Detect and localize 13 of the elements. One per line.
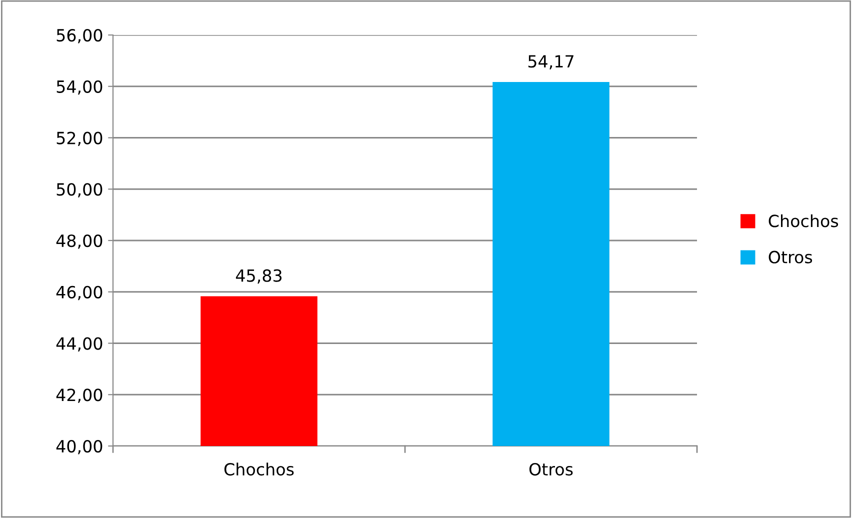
y-tick-label: 42,00 <box>56 388 102 403</box>
y-tick-label: 54,00 <box>56 80 102 95</box>
y-tick-label: 46,00 <box>56 286 102 300</box>
y-tick-label: 56,00 <box>56 28 102 44</box>
y-tick-label: 50,00 <box>56 183 102 198</box>
y-tick-label: 48,00 <box>56 234 102 249</box>
y-tick-label: 40,00 <box>56 440 102 454</box>
y-tick-label: 44,00 <box>56 337 102 352</box>
y-tick-label: 52,00 <box>56 132 102 146</box>
data-label: 54,17 <box>528 55 574 70</box>
legend-label: Chochos <box>768 214 838 228</box>
data-label: 45,83 <box>236 269 282 284</box>
legend-label: Otros <box>768 250 812 264</box>
